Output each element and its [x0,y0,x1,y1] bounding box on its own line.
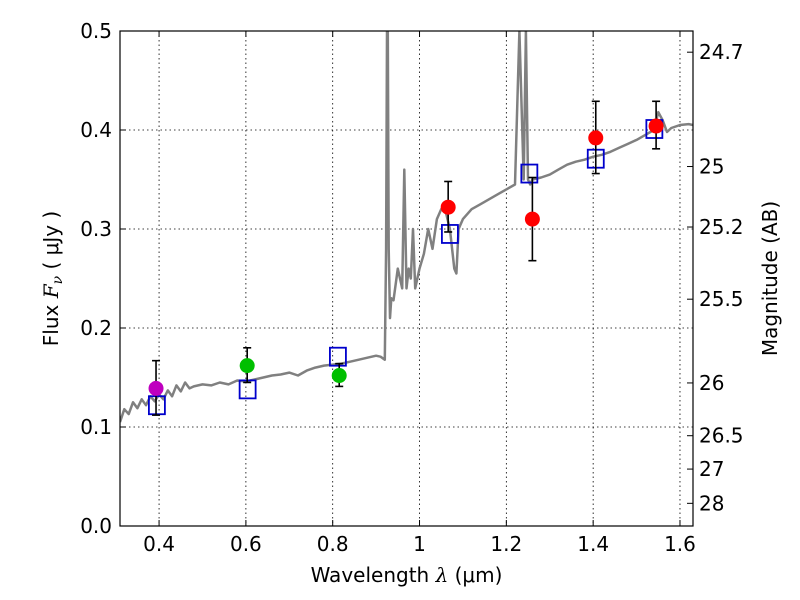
y2-tick-label: 28 [699,491,724,515]
y2-axis-label: Magnitude (AB) [758,201,782,356]
x-tick-label: 1.2 [490,532,522,556]
y-tick-label: 0.4 [80,118,112,142]
y2-tick-label: 25 [699,155,724,179]
x-tick-label: 0.4 [143,532,175,556]
y-tick-label: 0.3 [80,217,112,241]
x-tick-label: 1.4 [577,532,609,556]
observed-point [440,199,456,215]
y2-tick-label: 27 [699,457,724,481]
y-axis-label: Flux Fν ( μJy ) [39,211,66,346]
x-tick-label: 1 [413,532,426,556]
y2-tick-label: 26 [699,371,724,395]
y-tick-label: 0.2 [80,316,112,340]
observed-point [648,118,664,134]
x-axis-label: Wavelength λ (μm) [311,563,503,587]
model-point [329,346,347,367]
y-tick-label: 0.0 [80,514,112,538]
x-tick-label: 1.6 [664,532,696,556]
observed-point [239,358,255,374]
axis-ticks: 0.4 0.6 0.8 1 1.2 1.4 1.6 0.0 0.1 0.2 0.3 0.4 0.5 24.… [80,19,743,556]
y2-tick-label: 24.7 [699,40,744,64]
plot-frame [119,30,694,527]
x-tick-label: 0.6 [230,532,262,556]
y-tick-label: 0.1 [80,415,112,439]
model-point [441,224,459,244]
y-tick-label: 0.5 [80,19,112,43]
observed-point [331,368,347,384]
observed-point [148,380,164,396]
y2-tick-label: 25.5 [699,287,744,311]
observed-points [148,118,664,396]
y2-tick-label: 26.5 [699,424,744,448]
y2-tick-label: 25.2 [699,215,744,239]
model-point [147,395,166,416]
x-tick-label: 0.8 [317,532,349,556]
observed-point [588,130,604,146]
observed-point [524,211,540,227]
spectrum-line [120,31,693,423]
model-point [520,163,539,184]
